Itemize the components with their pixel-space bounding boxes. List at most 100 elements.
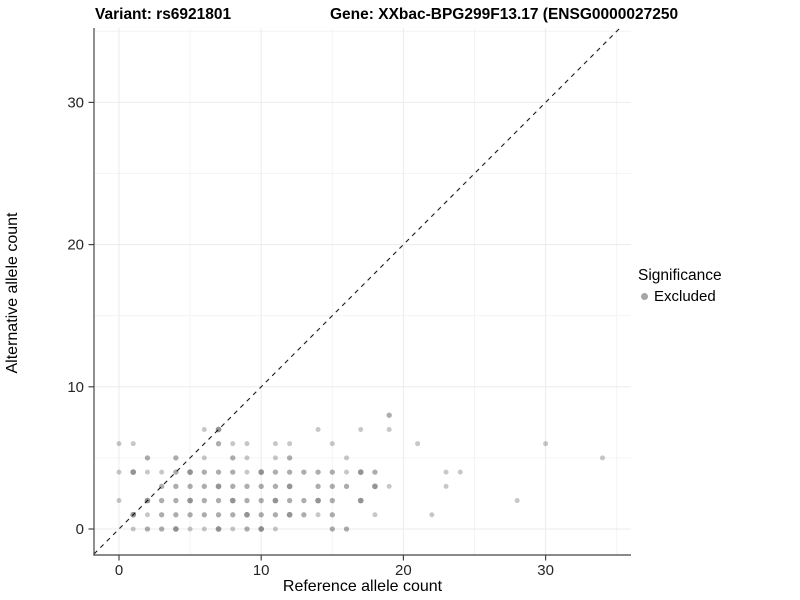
data-point <box>599 455 605 461</box>
data-point <box>357 497 364 504</box>
data-point <box>215 526 222 532</box>
x-tick-label: 10 <box>253 562 270 579</box>
legend-item-excluded: Excluded <box>638 288 722 305</box>
data-point <box>158 483 165 490</box>
data-point <box>301 469 307 475</box>
data-point <box>329 512 335 518</box>
data-point <box>315 497 321 504</box>
data-point <box>244 469 250 475</box>
data-point <box>357 469 364 475</box>
data-point <box>286 511 293 518</box>
legend: Significance Excluded <box>638 267 722 305</box>
data-point <box>286 483 293 490</box>
y-tick-label: 10 <box>67 379 84 396</box>
data-point <box>301 512 307 518</box>
legend-item-label: Excluded <box>654 288 716 305</box>
y-tick-label: 30 <box>67 94 84 111</box>
data-point <box>158 512 165 518</box>
data-point <box>286 497 293 504</box>
data-point <box>130 511 137 518</box>
data-point <box>187 469 193 475</box>
data-point <box>173 455 179 461</box>
data-point <box>372 483 378 490</box>
data-point <box>244 526 250 532</box>
data-point <box>215 497 222 504</box>
data-point <box>230 455 236 461</box>
data-point <box>343 483 350 490</box>
data-point <box>343 526 350 532</box>
data-point <box>158 497 165 504</box>
data-point <box>272 441 278 447</box>
data-point <box>258 526 265 532</box>
data-point <box>258 469 265 475</box>
data-point <box>443 483 449 489</box>
data-point <box>215 512 222 518</box>
plot-title-variant: Variant: rs6921801 <box>95 6 232 23</box>
data-point <box>344 469 350 475</box>
data-point <box>329 497 335 504</box>
data-point <box>230 483 236 490</box>
data-point <box>173 497 179 504</box>
data-point <box>159 469 165 475</box>
data-point <box>315 426 321 432</box>
data-point <box>415 441 421 447</box>
data-point <box>244 497 250 504</box>
data-point <box>258 512 264 518</box>
data-point <box>187 526 193 532</box>
data-point <box>329 483 335 490</box>
data-point <box>144 455 151 461</box>
x-tick-label: 0 <box>115 562 123 579</box>
y-tick-label: 20 <box>67 237 84 254</box>
data-point <box>272 497 279 504</box>
x-axis-title: Reference allele count <box>282 578 443 595</box>
data-point <box>301 497 307 504</box>
data-point <box>130 526 136 532</box>
data-point <box>286 455 293 461</box>
data-point <box>201 483 208 490</box>
data-point <box>244 483 250 490</box>
data-point <box>187 497 193 504</box>
data-point <box>187 483 193 490</box>
data-point <box>230 441 236 447</box>
data-point <box>173 469 179 475</box>
data-point <box>344 455 350 461</box>
data-point <box>372 469 378 475</box>
data-point <box>543 441 549 447</box>
data-point <box>158 526 165 532</box>
data-point <box>272 512 279 518</box>
data-point <box>329 526 335 532</box>
data-point <box>272 483 279 490</box>
data-point <box>116 469 122 475</box>
data-point <box>215 483 222 490</box>
data-point <box>201 426 207 432</box>
data-point <box>144 469 150 475</box>
data-point <box>230 512 236 518</box>
data-point <box>130 441 136 447</box>
legend-point-icon <box>641 293 648 300</box>
plot-title-gene: Gene: XXbac-BPG299F13.17 (ENSG0000027250 <box>330 6 679 23</box>
data-point <box>287 441 293 447</box>
y-axis-title: Alternative allele count <box>4 212 21 374</box>
data-point <box>329 469 335 475</box>
data-point <box>286 469 293 475</box>
data-point <box>215 469 222 475</box>
data-point <box>173 526 179 532</box>
data-point <box>272 455 278 461</box>
data-point <box>244 441 250 447</box>
data-point <box>514 498 520 504</box>
data-point <box>130 469 137 475</box>
data-point <box>215 426 222 433</box>
data-point <box>272 526 278 532</box>
data-point <box>201 526 207 532</box>
data-point <box>429 512 435 518</box>
x-tick-label: 20 <box>395 562 412 579</box>
data-point <box>173 512 179 518</box>
y-tick-label: 0 <box>76 521 84 538</box>
data-point <box>258 483 264 490</box>
data-point <box>386 412 392 418</box>
data-point <box>144 526 151 532</box>
data-point <box>315 469 321 475</box>
data-point <box>230 469 236 475</box>
